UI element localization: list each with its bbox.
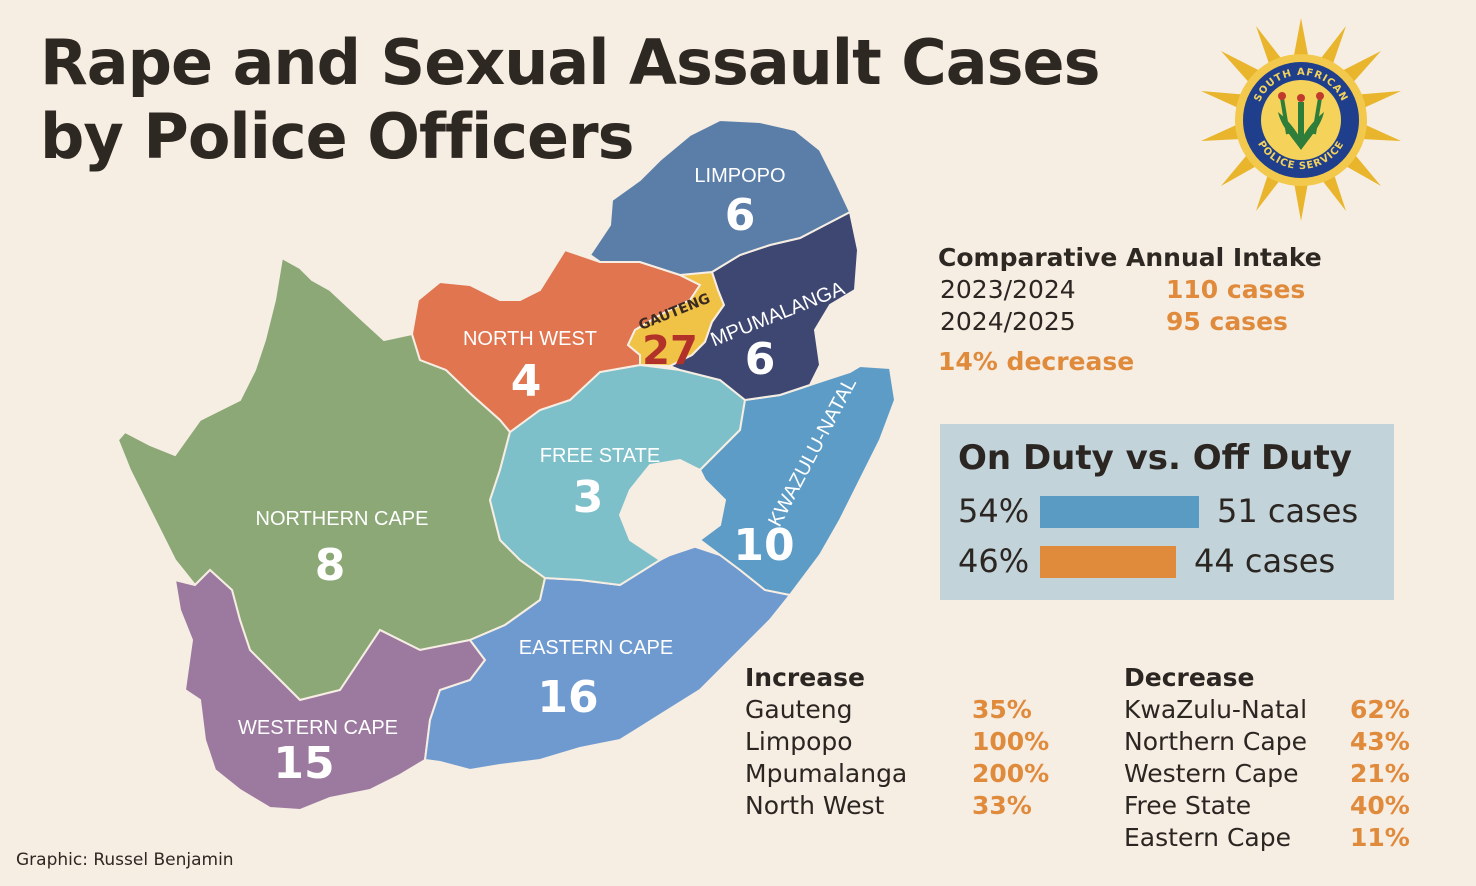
intake-value: 110 cases bbox=[1166, 275, 1306, 304]
label-north-west: NORTH WEST bbox=[463, 328, 597, 350]
increase-value: 35% bbox=[972, 695, 1032, 724]
count-limpopo: 6 bbox=[725, 190, 756, 241]
graphic-credit: Graphic: Russel Benjamin bbox=[16, 850, 234, 870]
list-item: Gauteng 35% bbox=[745, 694, 1032, 726]
decrease-province: KwaZulu-Natal bbox=[1124, 695, 1308, 724]
list-item: Northern Cape 43% bbox=[1124, 726, 1410, 758]
list-item: North West 33% bbox=[745, 790, 1032, 822]
province-eastern-cape[interactable] bbox=[423, 543, 792, 772]
count-north-west: 4 bbox=[511, 356, 542, 407]
on-duty-percent: 54% bbox=[958, 492, 1030, 530]
increase-list: Increase Gauteng 35% Limpopo 100% Mpumalan… bbox=[745, 662, 1049, 822]
off-duty-percent: 46% bbox=[958, 542, 1030, 580]
increase-province: Gauteng bbox=[745, 695, 853, 724]
decrease-value: 43% bbox=[1350, 727, 1410, 756]
decrease-value: 62% bbox=[1350, 695, 1410, 724]
duty-panel: On Duty vs. Off Duty 54% 51 cases 46% 44… bbox=[940, 424, 1394, 600]
province-limpopo[interactable] bbox=[588, 118, 852, 277]
count-eastern-cape: 16 bbox=[537, 672, 598, 723]
decrease-list: Decrease KwaZulu-Natal 62% Northern Cape 4… bbox=[1124, 662, 1410, 854]
intake-change: 14% decrease bbox=[938, 347, 1135, 376]
label-western-cape: WESTERN CAPE bbox=[238, 717, 398, 739]
increase-heading: Increase bbox=[745, 663, 865, 692]
list-item: Free State 40% bbox=[1124, 790, 1410, 822]
duty-heading: On Duty vs. Off Duty bbox=[958, 438, 1352, 478]
intake-year: 2023/2024 bbox=[940, 275, 1076, 304]
list-item: KwaZulu-Natal 62% bbox=[1124, 694, 1410, 726]
count-northern-cape: 8 bbox=[315, 540, 346, 591]
count-western-cape: 15 bbox=[273, 738, 334, 789]
intake-value: 95 cases bbox=[1166, 307, 1288, 336]
list-item: Eastern Cape 11% bbox=[1124, 822, 1410, 854]
decrease-heading: Decrease bbox=[1124, 663, 1255, 692]
decrease-value: 11% bbox=[1350, 823, 1410, 852]
increase-value: 200% bbox=[972, 759, 1050, 788]
count-mpumalanga: 6 bbox=[745, 334, 776, 385]
increase-province: Limpopo bbox=[745, 727, 853, 756]
title-line-1: Rape and Sexual Assault Cases bbox=[40, 26, 1100, 99]
label-limpopo: LIMPOPO bbox=[694, 165, 785, 187]
decrease-value: 40% bbox=[1350, 791, 1410, 820]
increase-province: North West bbox=[745, 791, 885, 820]
intake-year: 2024/2025 bbox=[940, 307, 1076, 336]
strelitzia-emblem-icon bbox=[1278, 92, 1324, 150]
decrease-province: Western Cape bbox=[1124, 759, 1299, 788]
label-eastern-cape: EASTERN CAPE bbox=[519, 637, 673, 659]
intake-row: 2023/2024 110 cases bbox=[938, 274, 1322, 306]
count-gauteng: 27 bbox=[642, 328, 698, 374]
saps-badge: SOUTH AFRICAN POLICE SERVICE bbox=[1201, 18, 1401, 221]
eswatini-region bbox=[820, 300, 872, 362]
count-kwazulu-natal: 10 bbox=[733, 520, 794, 571]
decrease-value: 21% bbox=[1350, 759, 1410, 788]
list-item: Western Cape 21% bbox=[1124, 758, 1410, 790]
decrease-province: Northern Cape bbox=[1124, 727, 1307, 756]
list-item: Mpumalanga 200% bbox=[745, 758, 1049, 790]
label-northern-cape: NORTHERN CAPE bbox=[256, 508, 429, 530]
decrease-province: Free State bbox=[1124, 791, 1252, 820]
page-title: Rape and Sexual Assault Cases by Police … bbox=[40, 26, 1100, 174]
increase-value: 33% bbox=[972, 791, 1032, 820]
off-duty-bar bbox=[1040, 546, 1176, 578]
on-duty-cases: 51 cases bbox=[1217, 492, 1359, 530]
title-line-2: by Police Officers bbox=[40, 100, 635, 173]
increase-value: 100% bbox=[972, 727, 1050, 756]
annual-intake-panel: Comparative Annual Intake 2023/2024 110 … bbox=[938, 242, 1322, 378]
off-duty-cases: 44 cases bbox=[1194, 542, 1336, 580]
intake-heading: Comparative Annual Intake bbox=[938, 243, 1322, 272]
intake-row: 2024/2025 95 cases bbox=[938, 306, 1322, 338]
decrease-province: Eastern Cape bbox=[1124, 823, 1291, 852]
increase-province: Mpumalanga bbox=[745, 759, 908, 788]
on-duty-bar bbox=[1040, 496, 1199, 528]
count-free-state: 3 bbox=[573, 472, 604, 523]
label-free-state: FREE STATE bbox=[540, 445, 660, 467]
province-kwazulu-natal[interactable] bbox=[698, 364, 897, 597]
list-item: Limpopo 100% bbox=[745, 726, 1049, 758]
